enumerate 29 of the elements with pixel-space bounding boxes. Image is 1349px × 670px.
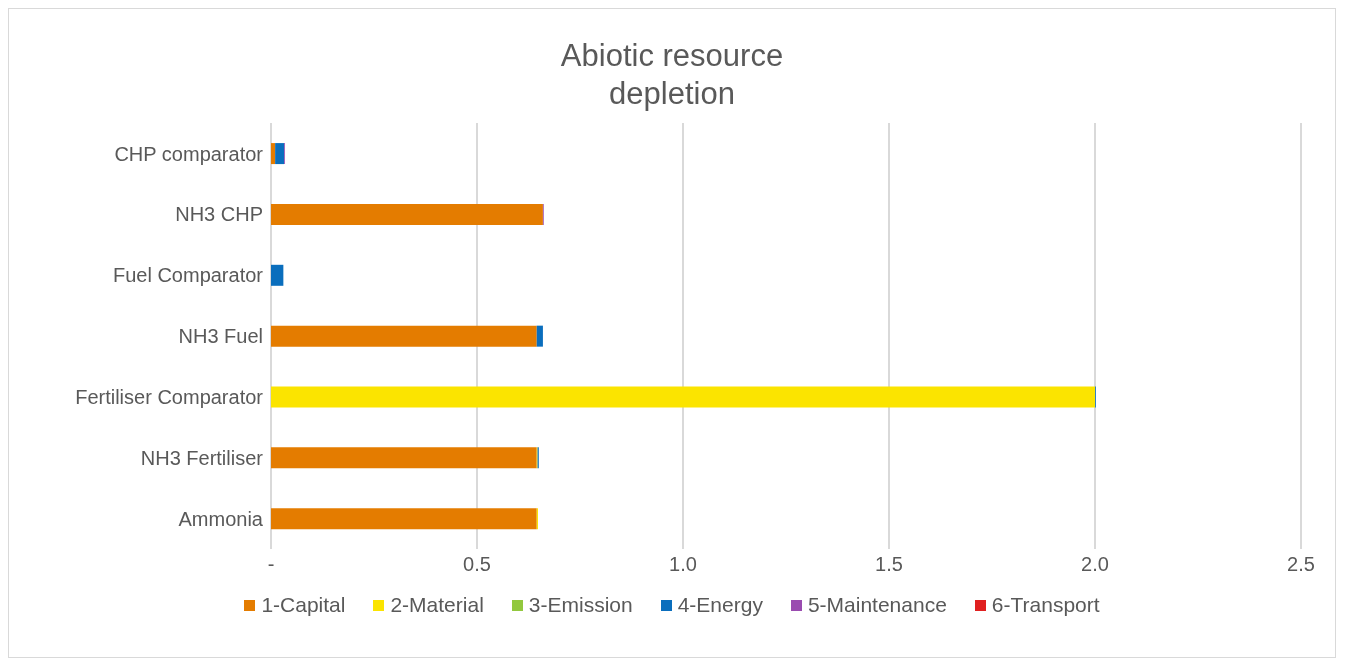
x-tick-label: 2.5 [1287, 553, 1315, 576]
y-tick-label: Fertiliser Comparator [75, 385, 264, 408]
y-tick-label: Fuel Comparator [112, 264, 264, 287]
bar [271, 386, 1095, 408]
bar [271, 264, 284, 286]
x-tick-label: 2.0 [1081, 553, 1109, 576]
bar [271, 447, 537, 469]
bar [271, 508, 537, 530]
x-tick-label: 1.5 [875, 553, 903, 576]
y-tick-label: Ammonia [178, 507, 264, 530]
y-tick-label: NH3 Fuel [178, 325, 263, 348]
legend-label: 1-Capital [261, 593, 346, 617]
legend-label: 5-Maintenance [807, 593, 947, 617]
legend-label: 3-Emission [528, 593, 633, 617]
legend-label: 6-Transport [991, 593, 1100, 617]
y-tick-label: NH3 Fertiliser [140, 446, 264, 469]
bar [271, 143, 276, 165]
chart-title: Abiotic resource depletion [559, 37, 785, 113]
x-tick-label: 0.5 [463, 553, 491, 576]
x-tick-label: - [267, 553, 275, 576]
bar [271, 203, 543, 225]
bar [271, 325, 537, 347]
y-tick-label: NH3 CHP [175, 203, 263, 226]
legend-label: 4-Energy [677, 593, 763, 617]
y-tick-label: CHP comparator [114, 142, 264, 165]
bar [275, 143, 285, 165]
legend-label: 2-Material [390, 593, 484, 617]
x-tick-label: 1.0 [669, 553, 697, 576]
bar [536, 325, 543, 347]
